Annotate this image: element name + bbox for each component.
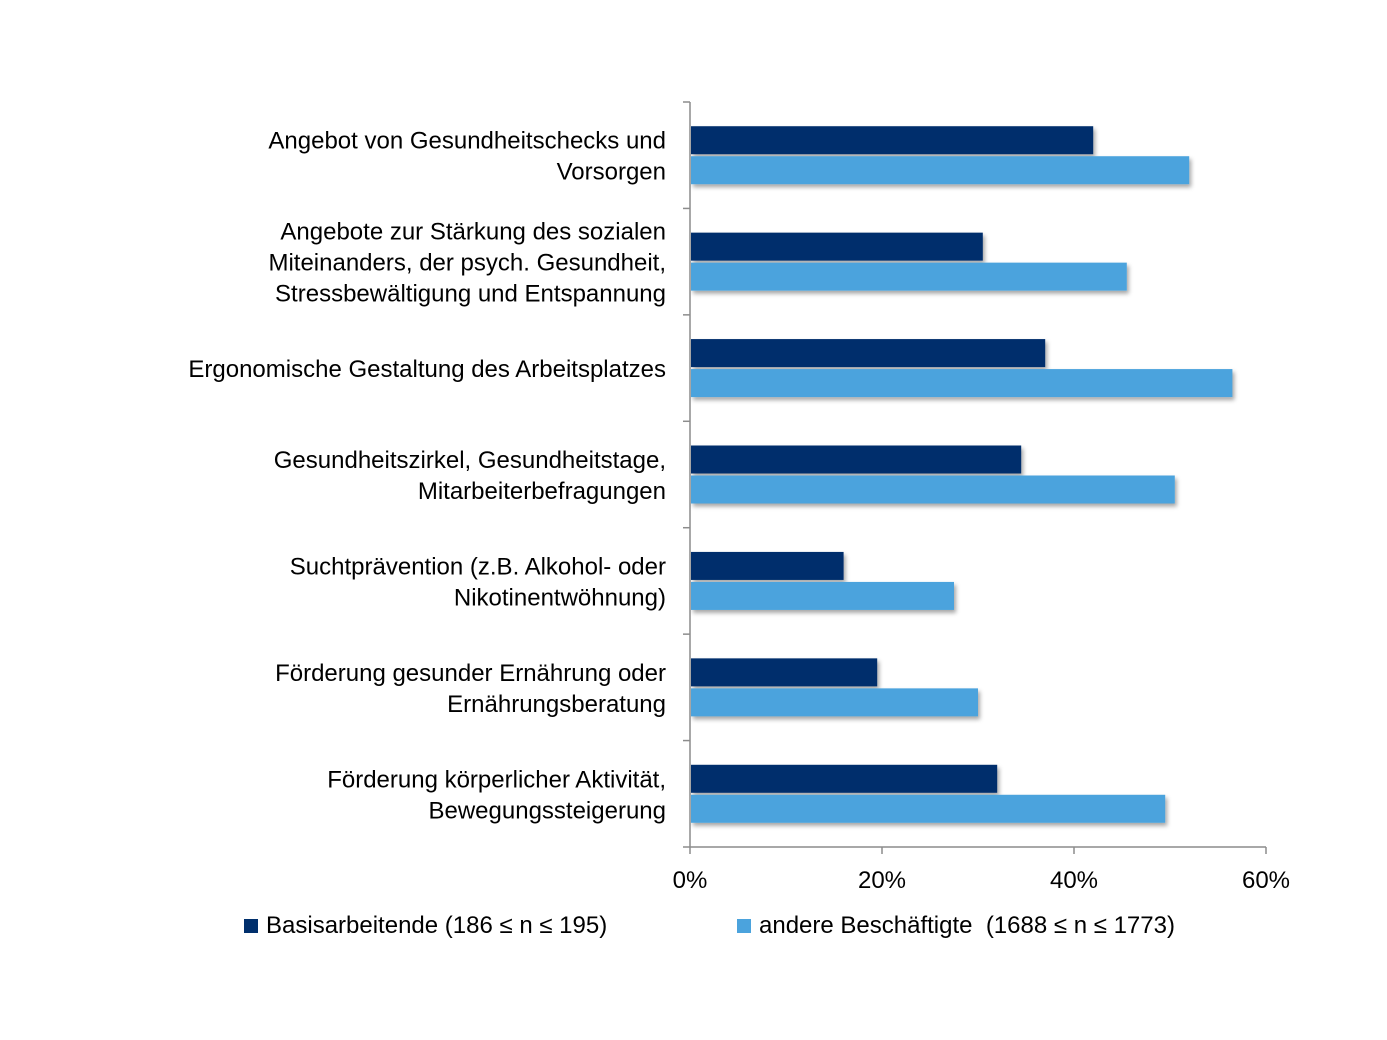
- category-label-line: Förderung gesunder Ernährung oder: [275, 660, 666, 687]
- x-tick-labels: 0% 20% 40% 60%: [673, 867, 1290, 894]
- bar-series0-cat4: [691, 551, 844, 580]
- bar-series1-cat0: [691, 156, 1190, 185]
- bars-group: [691, 126, 1233, 823]
- category-label-line: Suchtprävention (z.B. Alkohol- oder: [290, 553, 666, 580]
- legend-label-basisarbeitende: Basisarbeitende (186 ≤ n ≤ 195): [266, 912, 608, 939]
- bar-series0-cat6: [691, 764, 998, 793]
- category-label-2: Ergonomische Gestaltung des Arbeitsplatz…: [188, 356, 666, 383]
- bar-series1-cat5: [691, 688, 978, 717]
- category-label-line: Stressbewältigung und Entspannung: [275, 281, 666, 308]
- x-tick-label: 0%: [673, 867, 708, 894]
- category-labels: Angebot von Gesundheitschecks und Vorsorg…: [188, 128, 666, 825]
- bar-series0-cat3: [691, 445, 1022, 474]
- category-label-line: Angebot von Gesundheitschecks und: [268, 128, 666, 155]
- category-label-line: Mitarbeiterbefragungen: [418, 478, 666, 505]
- bar-series1-cat2: [691, 369, 1233, 398]
- legend-label-andere-beschaeftigte: andere Beschäftigte (1688 ≤ n ≤ 1773): [759, 912, 1175, 939]
- x-tick-label: 20%: [858, 867, 906, 894]
- bar-series1-cat4: [691, 581, 954, 610]
- axes-group: [683, 101, 1267, 854]
- category-label-4: Suchtprävention (z.B. Alkohol- oder Nikot…: [290, 553, 666, 611]
- category-label-line: Miteinanders, der psych. Gesundheit,: [268, 250, 666, 277]
- category-label-line: Bewegungssteigerung: [428, 797, 666, 824]
- category-label-line: Nikotinentwöhnung): [454, 584, 666, 611]
- bar-series1-cat6: [691, 794, 1166, 823]
- legend-swatch-andere-beschaeftigte: [737, 919, 751, 933]
- bar-series0-cat5: [691, 658, 878, 687]
- x-tick-label: 60%: [1242, 867, 1290, 894]
- category-label-3: Gesundheitszirkel, Gesundheitstage, Mitar…: [274, 447, 666, 505]
- legend-swatch-basisarbeitende: [244, 919, 258, 933]
- bar-series0-cat0: [691, 126, 1094, 155]
- category-label-5: Förderung gesunder Ernährung oder Ernähru…: [275, 660, 666, 718]
- category-label-line: Ergonomische Gestaltung des Arbeitsplatz…: [188, 356, 666, 383]
- legend-item-basisarbeitende: Basisarbeitende (186 ≤ n ≤ 195): [244, 908, 607, 944]
- category-label-line: Ernährungsberatung: [447, 691, 666, 718]
- category-label-1: Angebote zur Stärkung des sozialen Mitein…: [268, 219, 666, 308]
- bar-series1-cat1: [691, 262, 1127, 291]
- category-label-line: Angebote zur Stärkung des sozialen: [280, 219, 666, 246]
- category-label-line: Förderung körperlicher Aktivität,: [327, 766, 666, 793]
- legend-item-andere-beschaeftigte: andere Beschäftigte (1688 ≤ n ≤ 1773): [737, 908, 1175, 944]
- bar-series1-cat3: [691, 475, 1175, 504]
- category-label-line: Vorsorgen: [557, 159, 666, 186]
- bar-series0-cat2: [691, 339, 1046, 368]
- category-label-line: Gesundheitszirkel, Gesundheitstage,: [274, 447, 666, 474]
- category-label-6: Förderung körperlicher Aktivität, Bewegun…: [327, 766, 666, 824]
- x-tick-label: 40%: [1050, 867, 1098, 894]
- category-label-0: Angebot von Gesundheitschecks und Vorsorg…: [268, 128, 666, 186]
- bar-series0-cat1: [691, 232, 983, 261]
